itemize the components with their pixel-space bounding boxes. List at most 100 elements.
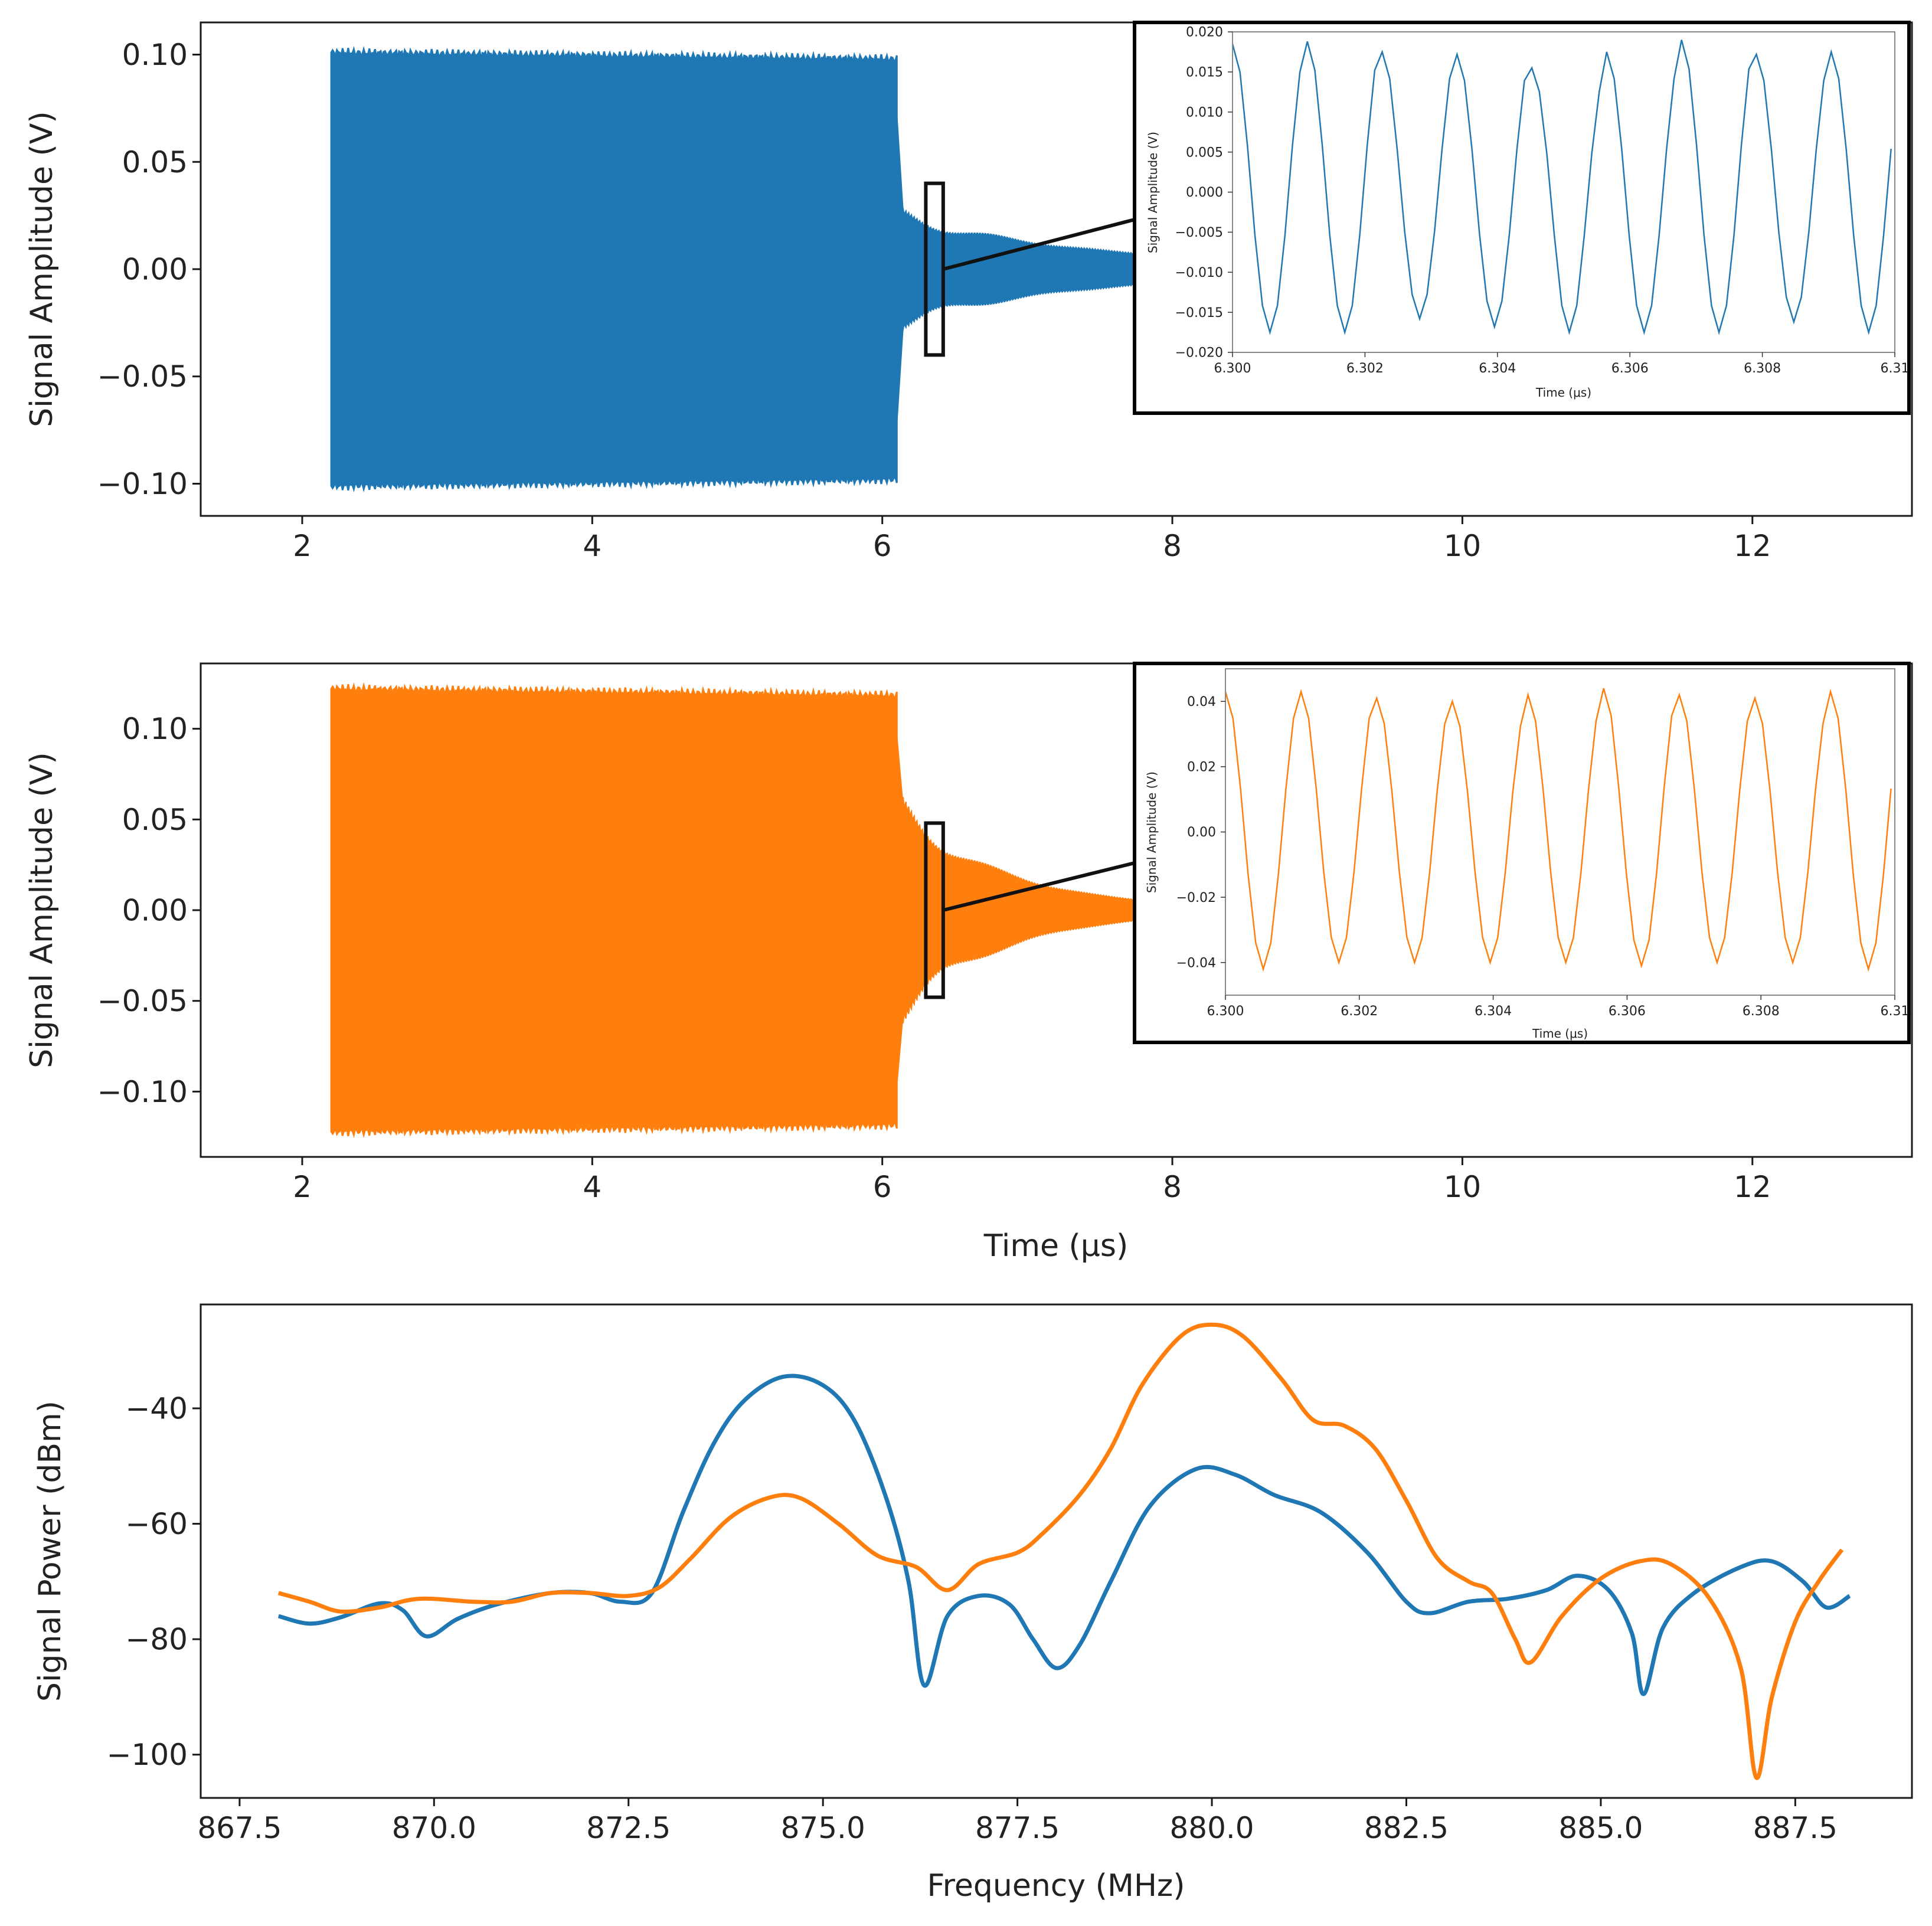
middle-inset-x-tick-label: 6.308 [1743,1004,1780,1019]
top-inset-y-tick-label: 0.020 [1186,25,1223,40]
top-inset-x-tick-label: 6.308 [1744,361,1781,376]
middle-y-tick-label: 0.00 [122,894,188,928]
top-ringdown-envelope [896,204,1173,335]
bottom-spectrum-marks [277,1322,1851,1780]
top-x-tick-label: 6 [873,529,892,563]
bottom-panel: 867.5 870.0 872.5 875.0 877.5 880.0 882.5 885.0… [32,1303,1913,1904]
middle-y-ticks: −0.10 −0.05 0.00 0.05 0.10 [97,712,201,1109]
top-y-tick-label: −0.10 [97,467,188,501]
middle-inset-wave [1224,688,1892,972]
middle-inset-y-tick-label: −0.04 [1176,956,1216,970]
top-inset-x-tick-label: 6.306 [1611,361,1649,376]
top-y-tick-label: −0.05 [97,359,188,394]
middle-x-ticks: 2 4 6 8 10 12 [293,1157,1771,1204]
top-y-axis-label: Signal Amplitude (V) [24,111,60,427]
middle-x-tick-label: 6 [873,1170,892,1204]
top-x-tick-label: 8 [1163,529,1182,563]
top-inset-y-tick-label: 0.015 [1186,66,1223,80]
middle-x-tick-label: 12 [1734,1170,1771,1204]
middle-inset-x-tick-label: 6.300 [1207,1004,1244,1019]
top-x-tick-label: 12 [1734,529,1771,563]
top-inset: 6.300 6.302 6.304 6.306 6.308 6.31 −0.020−0.0… [1133,21,1911,415]
bottom-x-tick-label: 880.0 [1169,1811,1254,1845]
bottom-x-tick-label: 870.0 [392,1811,476,1845]
bottom-y-tick-label: −100 [107,1738,188,1772]
bottom-axes-frame [200,1303,1913,1799]
middle-inset-x-ticks: 6.300 6.302 6.304 6.306 6.308 6.31 [1207,995,1910,1019]
top-inset-y-tick-label: 0.000 [1186,185,1223,200]
top-inset-y-tick-label: −0.010 [1175,266,1223,280]
top-inset-y-tick-label: 0.005 [1186,145,1223,160]
top-transition [894,58,904,480]
middle-x-tick-label: 4 [583,1170,601,1204]
middle-y-tick-label: 0.10 [122,712,188,746]
middle-y-tick-label: −0.05 [97,984,188,1018]
middle-transition [894,695,904,1125]
middle-drive-envelope [330,682,898,1139]
top-inset-x-tick-label: 6.304 [1479,361,1516,376]
middle-ringdown-envelope [896,788,1173,1032]
middle-inset-y-tick-label: −0.02 [1176,891,1216,905]
top-x-tick-label: 10 [1444,529,1482,563]
bottom-x-tick-label: 877.5 [975,1811,1060,1845]
bottom-x-tick-label: 867.5 [197,1811,282,1845]
top-zoom-connector [943,218,1135,271]
middle-inset-y-axis-label: Signal Amplitude (V) [1145,771,1159,893]
bottom-y-tick-label: −80 [125,1623,188,1657]
bottom-x-tick-label: 887.5 [1753,1811,1838,1845]
top-inset-y-tick-label: −0.015 [1175,306,1223,321]
top-inset-wave-line [1231,40,1892,335]
bottom-x-tick-label: 872.5 [586,1811,671,1845]
middle-inset-x-tick-label: 6.306 [1609,1004,1646,1019]
top-x-ticks: 2 4 6 8 10 12 [293,516,1771,563]
top-inset-y-axis-label: Signal Amplitude (V) [1146,132,1160,253]
bottom-x-tick-label: 882.5 [1364,1811,1449,1845]
middle-x-tick-label: 10 [1444,1170,1482,1204]
top-inset-outer-border [1133,21,1911,415]
top-y-tick-label: 0.05 [122,145,188,179]
middle-inset-wave-line [1224,688,1892,972]
bottom-y-tick-label: −60 [125,1507,188,1541]
bottom-series-blue-line [277,1374,1851,1696]
top-x-tick-label: 4 [583,529,601,563]
middle-inset-x-tick-label: 6.31 [1881,1004,1910,1019]
bottom-series-orange-line [277,1322,1844,1780]
top-inset-x-tick-label: 6.31 [1881,361,1910,376]
top-inset-x-ticks: 6.300 6.302 6.304 6.306 6.308 6.31 [1214,352,1910,376]
top-inset-y-ticks: −0.020 −0.015 −0.010 −0.005 0.000 0.005 0.010 0… [1175,25,1233,361]
middle-inset-outer-border [1133,662,1911,1044]
top-zoom-box [924,181,945,357]
top-inset-x-tick-label: 6.302 [1346,361,1384,376]
middle-y-tick-label: −0.10 [97,1075,188,1109]
bottom-x-axis-label: Frequency (MHz) [927,1868,1185,1904]
bottom-y-tick-label: −40 [125,1392,188,1426]
middle-y-tick-label: 0.05 [122,803,188,837]
bottom-x-tick-label: 875.0 [781,1811,865,1845]
middle-inset-y-ticks: −0.04 −0.02 0.00 0.02 0.04 [1176,695,1225,970]
middle-inset-x-tick-label: 6.302 [1341,1004,1378,1019]
middle-zoom-box [924,821,945,999]
bottom-x-ticks: 867.5 870.0 872.5 875.0 877.5 880.0 882.5 885.0… [197,1798,1838,1845]
top-inset-y-tick-label: −0.020 [1175,346,1223,361]
middle-panel: 2 4 6 8 10 12 −0.10 −0.05 0.00 0.05 0.10 Signal A… [24,662,1913,1264]
middle-x-tick-label: 2 [293,1170,312,1204]
middle-inset-x-tick-label: 6.304 [1475,1004,1512,1019]
bottom-y-ticks: −100 −80 −60 −40 [107,1392,201,1772]
middle-x-tick-label: 8 [1163,1170,1182,1204]
top-panel: 2 4 6 8 10 12 −0.10 −0.05 0.00 0.05 0.10 Signal A… [24,21,1913,563]
bottom-y-axis-label: Signal Power (dBm) [32,1401,68,1702]
top-inset-wave [1231,40,1892,335]
top-drive-envelope [330,45,898,493]
top-inset-x-axis-label: Time (μs) [1535,385,1591,400]
middle-signal-marks [330,682,1173,1139]
middle-x-axis-label: Time (μs) [983,1228,1129,1264]
middle-inset-y-tick-label: 0.02 [1187,760,1216,775]
top-inset-y-tick-label: 0.010 [1186,105,1223,120]
top-x-tick-label: 2 [293,529,312,563]
middle-y-axis-label: Signal Amplitude (V) [24,752,60,1068]
top-inset-y-tick-label: −0.005 [1175,225,1223,240]
top-y-ticks: −0.10 −0.05 0.00 0.05 0.10 [97,38,201,501]
bottom-x-tick-label: 885.0 [1558,1811,1643,1845]
middle-zoom-connector [943,861,1135,912]
